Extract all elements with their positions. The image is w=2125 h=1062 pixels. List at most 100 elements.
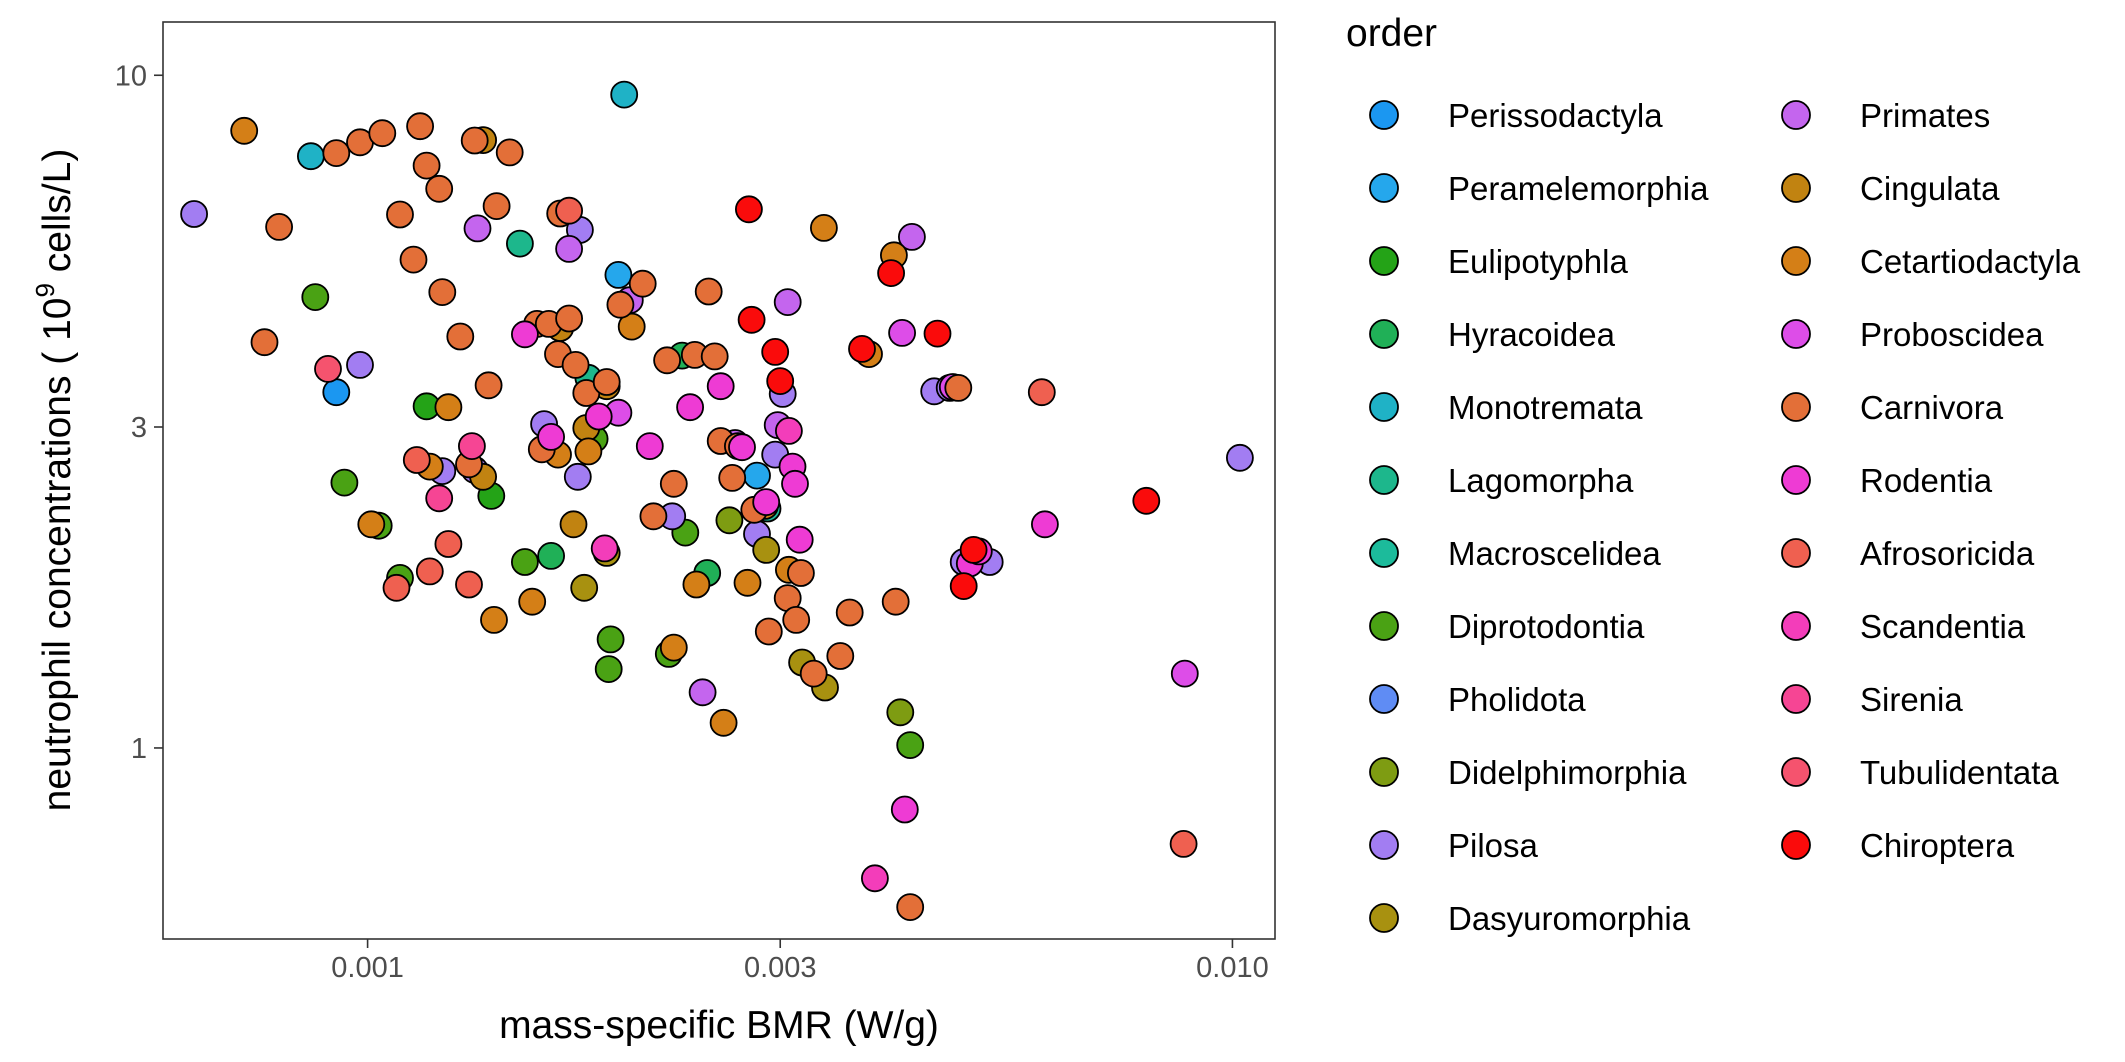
- data-point-carnivora: [754, 617, 783, 646]
- data-point-cetartiodactyla: [810, 213, 838, 242]
- data-point-rodentia: [706, 372, 735, 401]
- data-point-cetartiodactyla: [617, 312, 646, 341]
- legend-key: [1781, 684, 1811, 714]
- data-point-pilosa: [346, 350, 374, 379]
- data-point-diprotodontia: [330, 468, 359, 497]
- data-point-diprotodontia: [511, 548, 539, 576]
- legend-title: order: [1346, 12, 1437, 55]
- legend-label: Dasyuromorphia: [1448, 900, 1691, 937]
- data-point-chiroptera: [737, 305, 766, 334]
- data-point-perissodactyla: [322, 378, 351, 407]
- legend-label: Eulipotyphla: [1448, 243, 1628, 280]
- data-point-peramelemorphia: [604, 260, 633, 289]
- data-point-afrosoricida: [434, 530, 463, 558]
- data-point-carnivora: [555, 304, 583, 333]
- data-point-carnivora: [653, 346, 681, 375]
- legend-key: [1369, 392, 1399, 422]
- legend-key: [1369, 757, 1399, 787]
- data-point-carnivora: [460, 126, 489, 155]
- data-point-chiroptera: [949, 572, 978, 600]
- data-point-monotremata: [296, 142, 325, 171]
- legend-label: Primates: [1860, 97, 1990, 134]
- data-point-afrosoricida: [415, 557, 444, 586]
- data-point-rodentia: [728, 433, 756, 462]
- data-point-lagomorpha: [506, 229, 534, 258]
- legend-key: [1781, 757, 1811, 787]
- data-point-carnivora: [787, 559, 815, 587]
- data-point-monotremata: [610, 80, 639, 109]
- legend-key: [1369, 684, 1399, 714]
- y-axis-title: neutrophil concentrations ( 109 cells/L): [30, 149, 79, 812]
- data-point-afrosoricida: [1169, 830, 1198, 858]
- y-axis-title-prefix: neutrophil concentrations ( 10: [36, 298, 79, 812]
- data-point-rodentia: [890, 795, 919, 824]
- legend-key: [1781, 173, 1811, 203]
- legend-key: [1369, 173, 1399, 203]
- data-point-cetartiodactyla: [518, 587, 547, 616]
- data-point-cetartiodactyla: [574, 437, 603, 466]
- data-point-chiroptera: [848, 334, 876, 363]
- data-point-primates: [463, 214, 492, 243]
- data-point-carnivora: [782, 606, 811, 634]
- data-point-carnivora: [446, 322, 475, 351]
- data-point-carnivora: [406, 112, 435, 141]
- legend-label: Perissodactyla: [1448, 97, 1663, 134]
- data-point-didelphimorphia: [715, 506, 744, 535]
- data-point-carnivora: [425, 174, 454, 203]
- data-point-carnivora: [368, 119, 397, 148]
- data-point-chiroptera: [1132, 486, 1161, 515]
- data-point-proboscidea: [1170, 659, 1199, 688]
- data-point-sirenia: [425, 484, 454, 513]
- data-point-rodentia: [511, 320, 539, 349]
- data-point-carnivora: [881, 587, 910, 616]
- data-point-cingulata: [559, 510, 588, 539]
- data-point-proboscidea: [888, 318, 916, 347]
- data-point-carnivora: [694, 277, 723, 306]
- legend-key: [1781, 538, 1811, 568]
- data-point-carnivora: [896, 893, 925, 921]
- data-point-chiroptera: [959, 536, 988, 564]
- data-point-cetartiodactyla: [682, 570, 711, 599]
- legend-label: Pholidota: [1448, 681, 1586, 718]
- data-point-carnivora: [718, 463, 747, 492]
- y-axis-title-suffix: cells/L): [36, 149, 79, 283]
- y-tick-label: 3: [131, 412, 147, 444]
- data-point-carnivora: [944, 373, 973, 402]
- legend-label: Macroscelidea: [1448, 535, 1661, 572]
- data-point-diprotodontia: [594, 655, 623, 683]
- legend-label: Lagomorpha: [1448, 462, 1634, 499]
- legend-label: Chiroptera: [1860, 827, 2015, 864]
- legend-key: [1369, 830, 1399, 860]
- data-point-rodentia: [584, 402, 613, 431]
- data-point-primates: [688, 678, 717, 707]
- data-point-primates: [898, 222, 926, 251]
- x-tick-label: 0.003: [744, 952, 817, 984]
- legend-key: [1369, 100, 1399, 130]
- data-point-cetartiodactyla: [230, 116, 259, 145]
- data-point-carnivora: [700, 342, 729, 371]
- y-tick-label: 1: [131, 733, 147, 765]
- data-point-carnivora: [474, 371, 503, 400]
- legend-key: [1369, 611, 1399, 641]
- legend-key: [1781, 392, 1811, 422]
- data-point-carnivora: [250, 328, 279, 357]
- data-point-peramelemorphia: [743, 461, 771, 490]
- data-point-carnivora: [606, 290, 635, 319]
- data-point-pilosa: [180, 200, 209, 228]
- data-point-primates: [773, 288, 802, 317]
- data-point-chiroptera: [923, 319, 952, 348]
- legend-key: [1781, 100, 1811, 130]
- legend-key: [1369, 319, 1399, 349]
- data-point-rodentia: [676, 393, 704, 422]
- data-point-afrosoricida: [382, 573, 411, 602]
- legend-label: Rodentia: [1860, 462, 1993, 499]
- data-point-carnivora: [265, 212, 294, 241]
- data-point-carnivora: [561, 350, 590, 379]
- legend-label: Carnivora: [1860, 389, 2004, 426]
- legend-key: [1781, 830, 1811, 860]
- data-point-rodentia: [781, 469, 809, 498]
- legend-key: [1369, 538, 1399, 568]
- data-point-cetartiodactyla: [733, 568, 762, 597]
- legend-key: [1781, 246, 1811, 276]
